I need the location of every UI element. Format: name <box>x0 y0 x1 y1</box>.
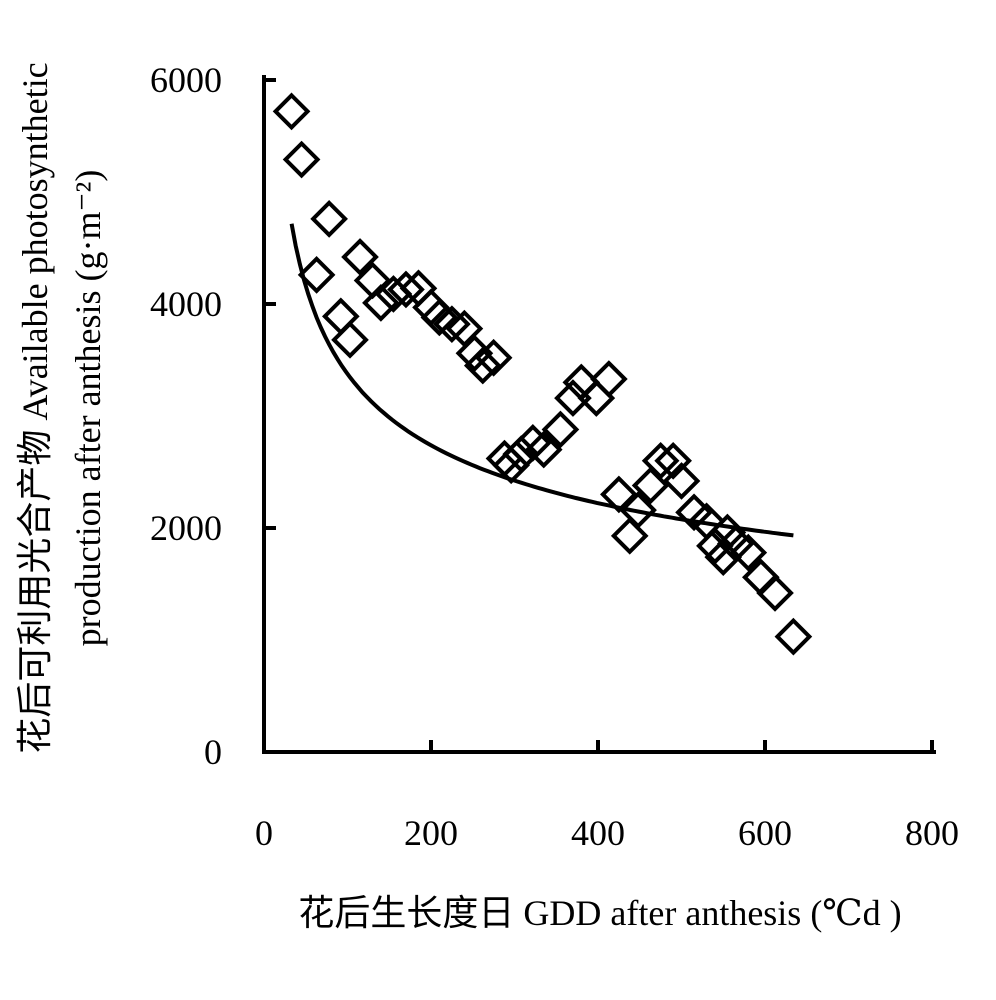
data-point <box>331 321 369 359</box>
data-point <box>524 430 563 469</box>
y-tick-label: 4000 <box>150 284 222 324</box>
data-point <box>600 475 638 514</box>
x-tick-label: 400 <box>571 813 625 853</box>
tick-labels: 0 200 400 600 800 0 2000 4000 6000 <box>150 60 959 853</box>
data-point <box>282 140 321 179</box>
data-point <box>297 256 336 294</box>
data-point <box>387 270 425 309</box>
x-tick-label: 0 <box>255 813 273 853</box>
data-point <box>577 379 616 417</box>
ticks <box>264 78 934 752</box>
x-axis-label: 花后生长度日 GDD after anthesis (℃d ) <box>298 893 901 933</box>
marker-layer <box>272 92 813 656</box>
x-tick-label: 800 <box>905 813 959 853</box>
fit-curve <box>289 223 794 538</box>
data-point <box>662 462 701 500</box>
data-point <box>514 424 552 462</box>
y-axis-label-line1: 花后可利用光合产物 Available photosynthetic <box>15 62 55 753</box>
data-point <box>272 92 311 131</box>
data-point <box>433 305 471 343</box>
data-point <box>729 533 768 572</box>
x-tick-label: 200 <box>404 813 458 853</box>
y-axis-label-line2: production after anthesis (g·m⁻²) <box>68 170 108 647</box>
data-point <box>341 238 379 276</box>
data-point <box>474 338 513 377</box>
data-point <box>492 446 530 485</box>
data-point <box>610 517 649 555</box>
data-point <box>463 346 502 385</box>
x-tick-label: 600 <box>738 813 792 853</box>
data-point <box>654 441 692 480</box>
fit-line-layer <box>289 223 794 538</box>
data-point <box>619 491 657 529</box>
y-tick-label: 2000 <box>150 508 222 548</box>
data-point <box>541 410 580 449</box>
data-point <box>590 360 628 398</box>
y-tick-label: 0 <box>204 732 222 772</box>
data-point <box>756 574 794 612</box>
data-point <box>631 466 670 505</box>
data-point <box>362 284 400 322</box>
data-point <box>502 435 541 473</box>
y-tick-label: 6000 <box>150 60 222 100</box>
data-point <box>774 617 813 656</box>
data-point <box>310 200 348 238</box>
data-point <box>641 441 680 480</box>
data-point <box>708 513 747 552</box>
